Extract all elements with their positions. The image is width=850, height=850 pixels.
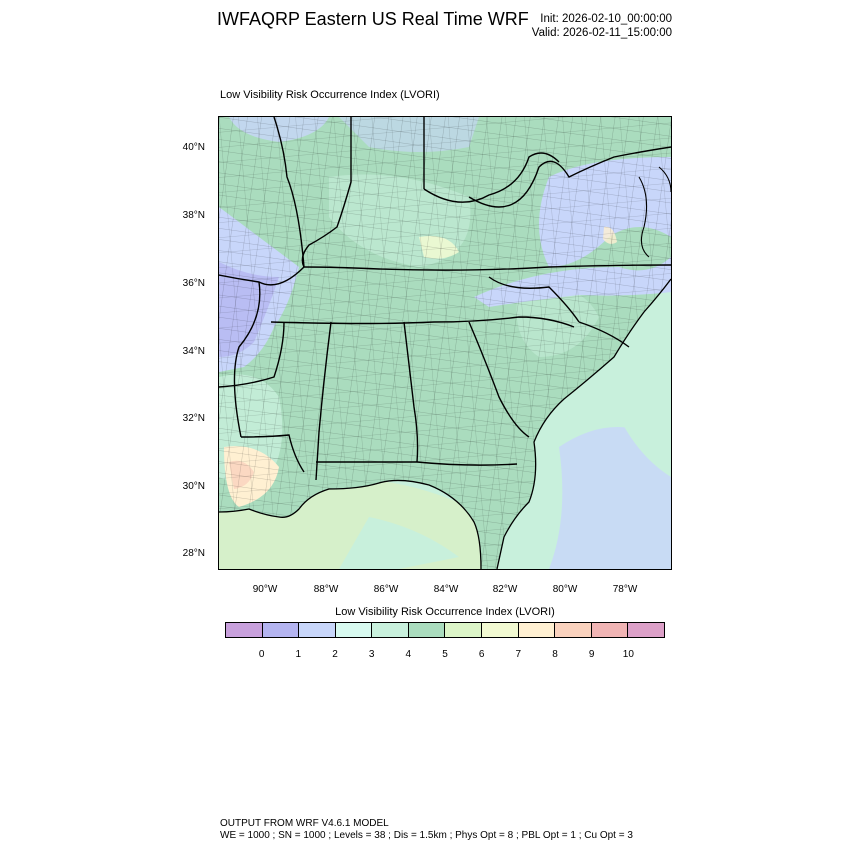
colorbar-title: Low Visibility Risk Occurrence Index (LV… (335, 606, 555, 618)
coastline (219, 278, 671, 569)
lon-label-84w: 84°W (433, 584, 459, 595)
colorbar-tick-label: 10 (622, 649, 634, 660)
lon-label-90w: 90°W (252, 584, 278, 595)
lat-label-32n: 32°N (182, 413, 205, 424)
map-title: Low Visibility Risk Occurrence Index (LV… (220, 89, 440, 101)
colorbar-swatch (262, 623, 300, 637)
map-plot (218, 116, 672, 570)
colorbar-tick-label: 9 (588, 649, 595, 660)
colorbar-swatch (628, 623, 664, 637)
lat-label-30n: 30°N (182, 481, 205, 492)
colorbar-swatch (555, 623, 592, 637)
model-footer: OUTPUT FROM WRF V4.6.1 MODEL WE = 1000 ;… (220, 818, 633, 842)
colorbar-swatch (372, 623, 409, 637)
footer-config: WE = 1000 ; SN = 1000 ; Levels = 38 ; Di… (220, 830, 633, 841)
lon-label-82w: 82°W (492, 584, 518, 595)
run-time-info: Init: 2026-02-10_00:00:00 Valid: 2026-02… (532, 12, 672, 40)
lon-label-80w: 80°W (552, 584, 578, 595)
colorbar (225, 622, 665, 638)
lon-label-78w: 78°W (612, 584, 638, 595)
colorbar-tick-label: 7 (515, 649, 522, 660)
init-time: Init: 2026-02-10_00:00:00 (540, 13, 672, 25)
lat-label-40n: 40°N (182, 142, 205, 153)
colorbar-swatch (591, 623, 629, 637)
lat-label-38n: 38°N (182, 210, 205, 221)
valid-time: Valid: 2026-02-11_15:00:00 (531, 27, 672, 39)
colorbar-swatch (445, 623, 483, 637)
colorbar-swatch (482, 623, 519, 637)
colorbar-swatch (518, 623, 556, 637)
lon-label-86w: 86°W (373, 584, 399, 595)
colorbar-tick-label: 3 (368, 649, 375, 660)
state-borders (219, 117, 671, 481)
lat-label-28n: 28°N (182, 548, 205, 559)
colorbar-tick-label: 4 (405, 649, 412, 660)
colorbar-tick-label: 8 (552, 649, 558, 660)
lat-label-34n: 34°N (182, 346, 205, 357)
colorbar-tick-label: 1 (295, 649, 302, 660)
colorbar-tick-label: 0 (258, 649, 265, 660)
footer-model: OUTPUT FROM WRF V4.6.1 MODEL (220, 818, 389, 829)
colorbar-tick-label: 2 (332, 649, 338, 660)
colorbar-swatch (226, 623, 263, 637)
colorbar-swatch (335, 623, 373, 637)
colorbar-tick-label: 6 (478, 649, 485, 660)
colorbar-swatch (408, 623, 446, 637)
atlantic-low-risk-area (549, 427, 671, 569)
colorbar-tick-label: 5 (442, 649, 448, 660)
colorbar-swatch (299, 623, 336, 637)
main-title: IWFAQRP Eastern US Real Time WRF (217, 9, 529, 29)
lat-label-36n: 36°N (182, 278, 205, 289)
lon-label-88w: 88°W (313, 584, 339, 595)
